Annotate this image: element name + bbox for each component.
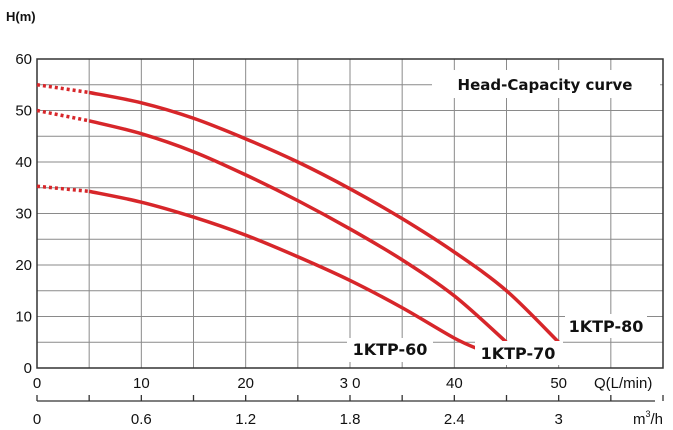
series-line-1ktp-70 bbox=[88, 119, 508, 344]
y-tick-label: 20 bbox=[15, 257, 32, 274]
plot-frame bbox=[36, 58, 664, 369]
series-layer bbox=[36, 83, 560, 352]
y-tick-label: 30 bbox=[15, 206, 32, 223]
series-label-1ktp-60: 1KTP-60 bbox=[353, 340, 428, 359]
x-tick-label: 20 bbox=[237, 375, 254, 392]
y-tick-label: 60 bbox=[15, 51, 32, 68]
series-label-bg-70 bbox=[475, 341, 563, 365]
plot-border bbox=[36, 58, 664, 369]
y-tick-label: 50 bbox=[15, 103, 32, 120]
series-line-1ktp-60 bbox=[88, 189, 482, 352]
x-tick-label: 10 bbox=[133, 375, 150, 392]
x2-tick-label: 0.6 bbox=[131, 411, 152, 428]
series-dashed-1ktp-60 bbox=[36, 184, 90, 194]
series-label-1ktp-70: 1KTP-70 bbox=[481, 344, 556, 363]
x2-tick-label: 1.2 bbox=[235, 411, 256, 428]
series-label-bg-80 bbox=[565, 314, 647, 338]
y-tick-label: 40 bbox=[15, 154, 32, 171]
y-tick-label: 10 bbox=[15, 309, 32, 326]
x2-axis-title: m3/h bbox=[633, 409, 663, 428]
x-tick-label: 3 0 bbox=[340, 375, 361, 392]
chart-title-background bbox=[432, 70, 660, 98]
x-tick-label: 40 bbox=[446, 375, 463, 392]
x2-tick-label: 3 bbox=[554, 411, 562, 428]
y-tick-label: 0 bbox=[24, 360, 32, 377]
series-label-bg-60 bbox=[347, 338, 433, 362]
series-dashed-1ktp-80 bbox=[36, 83, 90, 95]
x-axis-title: Q(L/min) bbox=[594, 375, 652, 392]
x2-tick-label: 0 bbox=[33, 411, 41, 428]
x-tick-label: 50 bbox=[550, 375, 567, 392]
series-label-1ktp-80: 1KTP-80 bbox=[569, 317, 644, 336]
x-tick-label: 0 bbox=[33, 375, 41, 392]
series-line-1ktp-80 bbox=[88, 90, 560, 344]
x2-tick-label: 2.4 bbox=[444, 411, 465, 428]
series-dashed-1ktp-70 bbox=[36, 108, 90, 123]
y-axis-title: H(m) bbox=[6, 9, 36, 24]
x2-tick-label: 1.8 bbox=[340, 411, 361, 428]
chart-title: Head-Capacity curve bbox=[458, 76, 633, 94]
